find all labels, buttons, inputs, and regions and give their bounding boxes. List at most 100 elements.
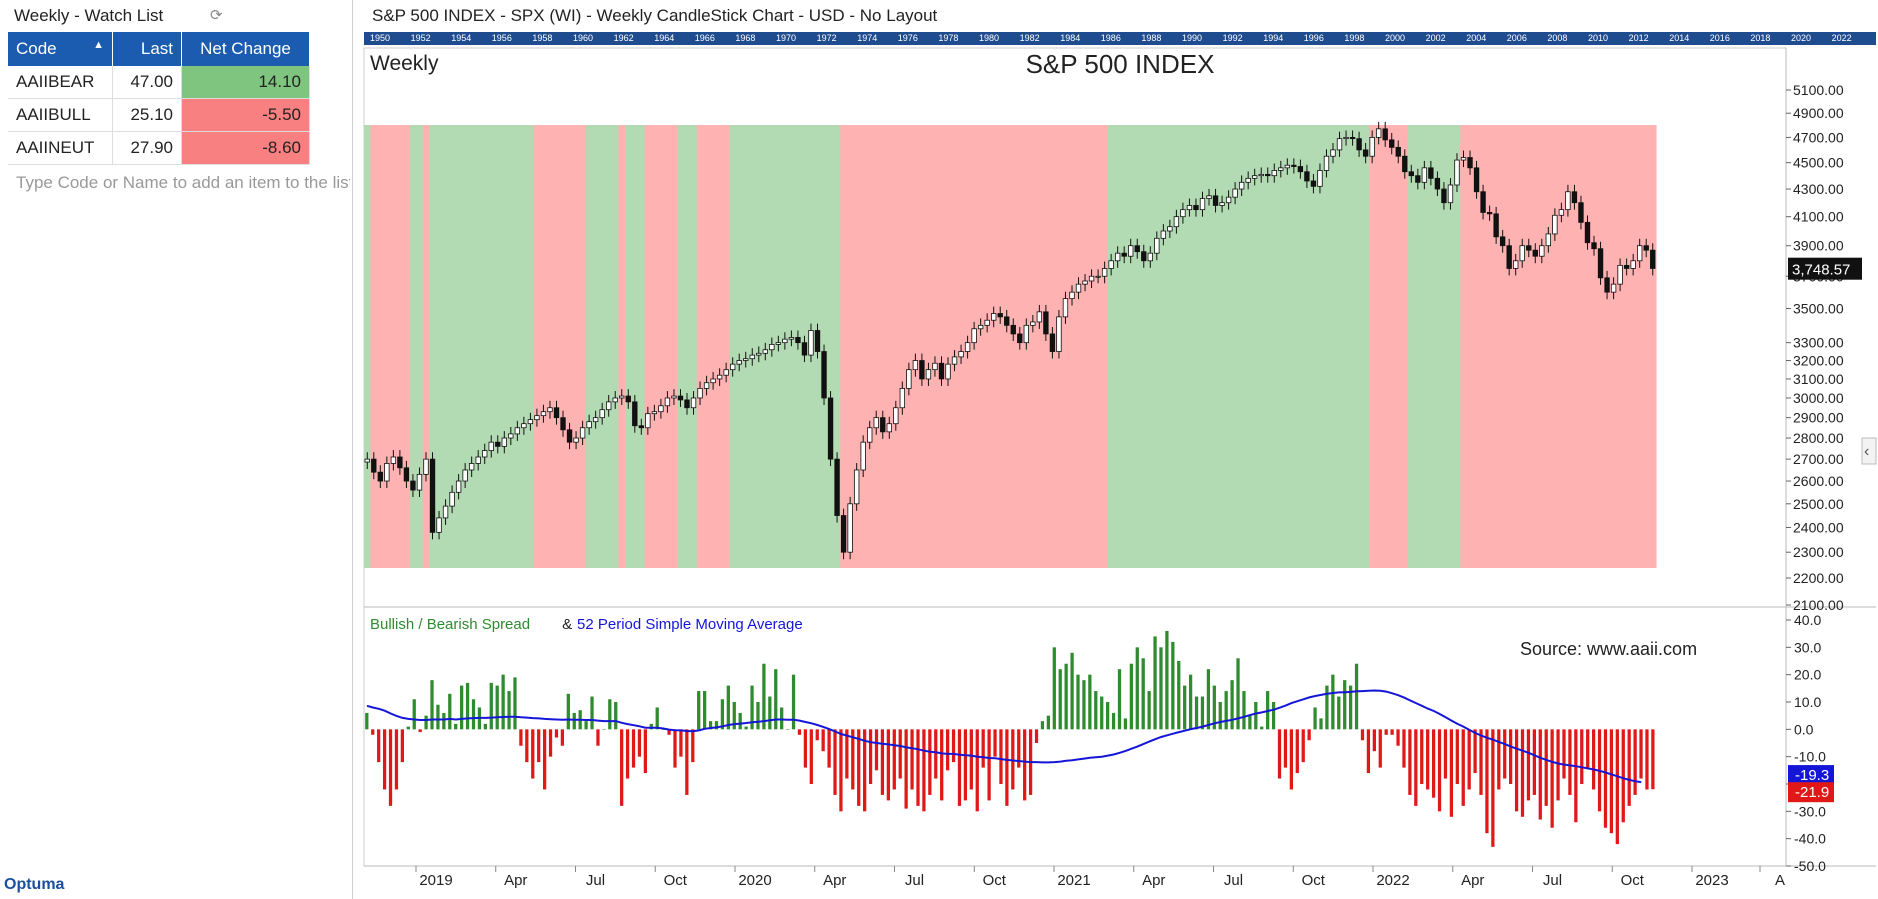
candle-body <box>951 356 958 365</box>
candle-body <box>1330 149 1336 157</box>
plus-box-icon[interactable]: ⊞ <box>319 30 331 46</box>
year-label[interactable]: 1960 <box>573 33 594 43</box>
year-label[interactable]: 1950 <box>370 33 391 43</box>
price-tick-label: 3500.00 <box>1793 301 1844 317</box>
year-label[interactable]: 1990 <box>1182 33 1203 43</box>
regime-band <box>853 125 861 568</box>
spread-bar <box>1651 729 1655 790</box>
year-label[interactable]: 1992 <box>1222 33 1243 43</box>
candle-body <box>625 395 631 403</box>
year-label[interactable]: 1954 <box>451 33 472 43</box>
spread-bar <box>1455 729 1459 784</box>
year-label[interactable]: 1984 <box>1060 33 1081 43</box>
refresh-icon[interactable]: ⟳ <box>210 7 223 24</box>
candle-body <box>1565 191 1571 211</box>
candle-body <box>1349 137 1356 140</box>
year-label[interactable]: 2022 <box>1831 33 1852 43</box>
year-label[interactable]: 1986 <box>1100 33 1121 43</box>
spread-bar <box>1591 729 1596 790</box>
regime-band <box>598 125 607 568</box>
candle-body <box>899 387 906 409</box>
candle-body <box>984 319 990 326</box>
regime-band <box>918 125 926 568</box>
candle-body <box>945 363 951 380</box>
year-label[interactable]: 1974 <box>857 33 878 43</box>
year-label[interactable]: 1972 <box>816 33 837 43</box>
candle-body <box>364 458 370 463</box>
spread-bar <box>1313 707 1317 730</box>
watchlist-row[interactable]: AAIINEUT 27.90 -8.60 <box>8 131 310 165</box>
regime-band <box>1636 125 1644 568</box>
year-label[interactable]: 1980 <box>979 33 1000 43</box>
x-axis-label: 2023 <box>1695 872 1728 889</box>
year-navigator[interactable]: 1950 1952 1954 1956 1958 1960 1962 1964 1966 1968… <box>364 32 1876 45</box>
year-label[interactable]: 2014 <box>1669 33 1690 43</box>
year-label[interactable]: 1982 <box>1019 33 1040 43</box>
year-label[interactable]: 1962 <box>613 33 634 43</box>
code-column-header[interactable]: Code ▲ <box>8 32 113 66</box>
collapse-panel-button[interactable] <box>1861 437 1877 465</box>
candle-body <box>1480 191 1486 213</box>
year-label[interactable]: 2016 <box>1709 33 1730 43</box>
spread-bar <box>554 729 559 738</box>
regime-band <box>605 125 613 568</box>
regime-band <box>1499 125 1507 568</box>
spread-bar <box>1586 729 1590 768</box>
regime-band <box>983 125 992 568</box>
year-label[interactable]: 2004 <box>1466 33 1487 43</box>
year-label[interactable]: 1988 <box>1141 33 1162 43</box>
spread-bar <box>845 729 849 779</box>
regime-band <box>1649 125 1657 568</box>
spread-bar <box>969 729 973 790</box>
regime-band <box>683 125 691 568</box>
year-label[interactable]: 1978 <box>938 33 959 43</box>
spread-bar <box>1443 729 1448 779</box>
year-label[interactable]: 2006 <box>1506 33 1527 43</box>
price-tick-label: 2900.00 <box>1793 410 1844 426</box>
spread-bar <box>1200 696 1205 730</box>
regime-band <box>840 125 848 568</box>
spread-bar <box>1188 674 1193 730</box>
year-label[interactable]: 1998 <box>1344 33 1365 43</box>
year-label[interactable]: 2002 <box>1425 33 1446 43</box>
regime-band <box>1381 125 1390 568</box>
candle-body <box>1526 245 1532 251</box>
add-item-input[interactable]: Type Code or Name to add an item to the … <box>16 173 350 192</box>
candle-body <box>1460 157 1467 161</box>
year-label[interactable]: 2010 <box>1588 33 1609 43</box>
net-change-column-header[interactable]: Net Change ⊞ <box>181 30 331 66</box>
year-label[interactable]: 2008 <box>1547 33 1568 43</box>
year-label[interactable]: 1994 <box>1263 33 1284 43</box>
spread-bar <box>863 729 867 812</box>
year-label[interactable]: 1964 <box>654 33 675 43</box>
candle-body <box>416 473 423 491</box>
spread-bar <box>454 723 458 730</box>
year-label[interactable]: 1976 <box>897 33 918 43</box>
year-label[interactable]: 2000 <box>1385 33 1406 43</box>
year-label[interactable]: 1958 <box>532 33 553 43</box>
regime-band <box>664 125 672 568</box>
year-label[interactable]: 2020 <box>1791 33 1812 43</box>
last-column-header[interactable]: Last <box>112 32 182 66</box>
regime-band <box>1173 125 1181 568</box>
spread-bar <box>442 712 446 730</box>
year-label[interactable]: 1966 <box>694 33 715 43</box>
year-label[interactable]: 1996 <box>1303 33 1324 43</box>
spread-bar <box>1011 729 1015 790</box>
year-label[interactable]: 2012 <box>1628 33 1649 43</box>
year-label[interactable]: 1968 <box>735 33 756 43</box>
year-label[interactable]: 1970 <box>776 33 797 43</box>
candle-body <box>1101 268 1108 277</box>
watchlist-row[interactable]: AAIIBEAR 47.00 14.10 <box>8 66 310 99</box>
year-label[interactable]: 1952 <box>410 33 431 43</box>
price-tick-label: 2600.00 <box>1793 473 1844 489</box>
watchlist-row[interactable]: AAIIBULL 25.10 -5.50 <box>8 98 310 132</box>
watchlist-table: Code ▲ Last Net Change ⊞ AAIIBEAR 47.00 14.1… <box>8 30 331 165</box>
year-label[interactable]: 2018 <box>1750 33 1771 43</box>
x-axis-label: Apr <box>823 872 846 889</box>
year-label[interactable]: 1956 <box>491 33 512 43</box>
spread-bar <box>537 729 541 763</box>
candle-body <box>853 469 860 505</box>
candle-body <box>1095 275 1101 278</box>
